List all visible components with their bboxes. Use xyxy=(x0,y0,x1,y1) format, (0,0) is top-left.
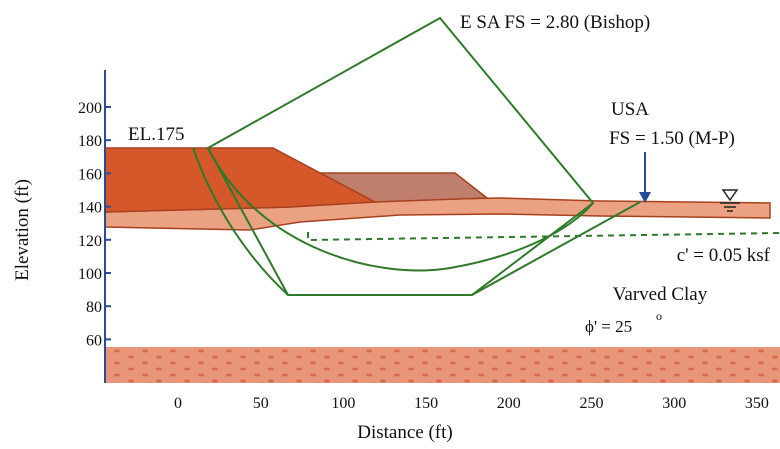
x-tick-label: 100 xyxy=(331,395,355,412)
strength-line xyxy=(307,232,780,242)
y-tick-label: 180 xyxy=(78,133,102,150)
x-axis-label: Distance (ft) xyxy=(357,422,452,443)
cross-section xyxy=(104,16,780,383)
sand-texture xyxy=(105,347,780,383)
y-tick-label: 60 xyxy=(86,332,102,349)
x-tick-label: 0 xyxy=(174,395,182,412)
clay-label: Varved Clay xyxy=(613,284,708,305)
y-axis-label: Elevation (ft) xyxy=(12,179,33,281)
x-tick-label: 350 xyxy=(745,395,769,412)
usa-label: USA xyxy=(611,99,649,120)
embankment xyxy=(104,147,378,213)
crest-label: EL.175 xyxy=(128,124,184,145)
water-table xyxy=(720,189,740,212)
x-tick-label: 50 xyxy=(253,395,269,412)
x-tick-label: 250 xyxy=(580,395,604,412)
usa-surface xyxy=(192,147,641,296)
x-tick-label: 300 xyxy=(662,395,686,412)
phi-label: ϕ' = 25 xyxy=(585,317,632,336)
phi-unit: o xyxy=(656,309,662,323)
x-tick-label: 200 xyxy=(497,395,521,412)
y-tick-label: 200 xyxy=(78,100,102,117)
y-tick-label: 140 xyxy=(78,200,102,217)
cohesion-label: c' = 0.05 ksf xyxy=(677,245,771,266)
arrow-head xyxy=(639,192,651,203)
y-tick-label: 120 xyxy=(78,233,102,250)
y-tick-label: 80 xyxy=(86,299,102,316)
x-tick-label: 150 xyxy=(414,395,438,412)
esa-surface xyxy=(206,16,595,296)
esa-arc xyxy=(207,147,594,272)
esa-label: E SA FS = 2.80 (Bishop) xyxy=(460,12,650,33)
y-tick-label: 160 xyxy=(78,166,102,183)
y-tick-label: 100 xyxy=(78,266,102,283)
usa-fs-label: FS = 1.50 (M-P) xyxy=(609,128,735,149)
